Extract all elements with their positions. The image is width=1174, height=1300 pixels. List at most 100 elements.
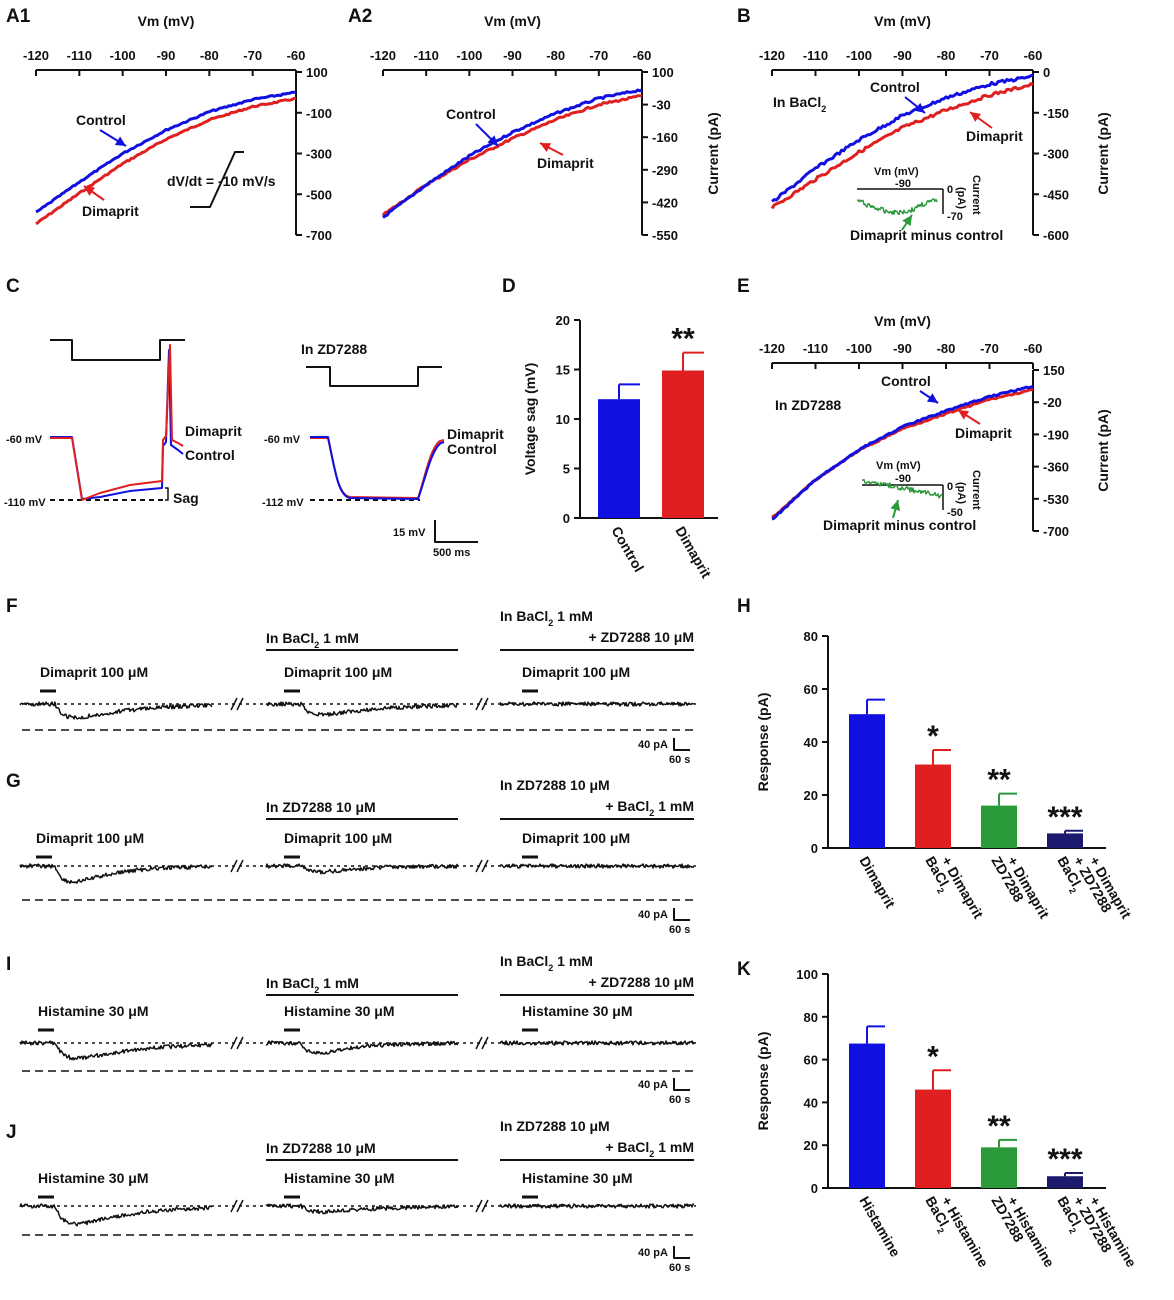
panel-F-drug-label-2: Dimaprit 100 μM bbox=[284, 664, 392, 680]
panel-G-drug-label-1: Dimaprit 100 μM bbox=[36, 830, 144, 846]
panel-B-xtick-label: -60 bbox=[1024, 48, 1043, 63]
panel-D-ytick-label: 5 bbox=[563, 462, 570, 477]
panel-A1-control-arrow-head bbox=[114, 136, 126, 146]
panel-J-scale-i-label: 40 pA bbox=[638, 1247, 668, 1259]
panel-A1-ytick-label: -700 bbox=[306, 228, 332, 243]
panel-I-axis-break-2a bbox=[475, 1036, 483, 1050]
panel-H-ytick-label: 0 bbox=[811, 841, 818, 856]
panel-D-category-label: Dimaprit bbox=[672, 524, 714, 581]
panel-C-right-protocol bbox=[306, 366, 442, 387]
panel-K-bar bbox=[1047, 1176, 1083, 1188]
panel-E-ylabel: Current (pA) bbox=[1095, 409, 1111, 491]
panel-E-inset-caption: Dimaprit minus control bbox=[823, 517, 976, 533]
panel-A2-ytick-label: -550 bbox=[652, 228, 678, 243]
panel-B-xtick-label: -80 bbox=[937, 48, 956, 63]
panel-I-condition-3a: In BaCl2 1 mM bbox=[500, 953, 593, 973]
panel-J-drug-label-3: Histamine 30 μM bbox=[522, 1170, 633, 1186]
panel-J-condition-3b: + BaCl2 1 mM bbox=[605, 1139, 694, 1159]
panel-I-current-trace-1 bbox=[19, 1040, 213, 1061]
panel-K-bar bbox=[981, 1147, 1017, 1188]
panel-I-letter: I bbox=[6, 954, 11, 975]
panel-E-xtick-label: -90 bbox=[893, 341, 912, 356]
panel-A2-xtick-label: -100 bbox=[456, 48, 482, 63]
panel-H-bar bbox=[981, 805, 1017, 848]
panel-K-ylabel: Response (pA) bbox=[755, 1032, 771, 1131]
panel-B-inset-caption: Dimaprit minus control bbox=[850, 227, 1003, 243]
panel-A2-xtick-label: -70 bbox=[589, 48, 608, 63]
panel-H-bar bbox=[849, 714, 885, 848]
panel-J-letter: J bbox=[6, 1122, 17, 1143]
panel-F-drug-label-1: Dimaprit 100 μM bbox=[40, 664, 148, 680]
panel-E-ytick-label: -700 bbox=[1043, 524, 1069, 539]
panel-H-bar bbox=[915, 764, 951, 848]
panel-J-scale-t-label: 60 s bbox=[669, 1262, 690, 1274]
panel-A1-ytick-label: -300 bbox=[306, 147, 332, 162]
panel-A2-ytick-label: -160 bbox=[652, 130, 678, 145]
panel-B-xtick-label: -120 bbox=[759, 48, 785, 63]
panel-B-ytick-label: -450 bbox=[1043, 187, 1069, 202]
panel-I-drug-label-1: Histamine 30 μM bbox=[38, 1003, 149, 1019]
panel-C-scale-bar bbox=[434, 520, 478, 543]
panel-H-ytick-label: 60 bbox=[804, 682, 818, 697]
panel-F-axis-break-2a bbox=[475, 697, 483, 711]
panel-B-inset-ylabel: Current bbox=[970, 175, 982, 215]
panel-J-drug-label-2: Histamine 30 μM bbox=[284, 1170, 395, 1186]
panel-A2-xtick-label: -60 bbox=[633, 48, 652, 63]
panel-F-scale-bar bbox=[673, 738, 690, 751]
panel-G-axis-break-1b bbox=[236, 859, 244, 873]
panel-C-right-dimaprit-label: Dimaprit bbox=[447, 426, 504, 442]
panel-B-ytick-label: -600 bbox=[1043, 228, 1069, 243]
panel-F-drug-label-3: Dimaprit 100 μM bbox=[522, 664, 630, 680]
panel-A1-xtick-label: -90 bbox=[157, 48, 176, 63]
panel-A1-xtick-label: -100 bbox=[110, 48, 136, 63]
panel-C-condition-label: In ZD7288 bbox=[301, 341, 367, 357]
panel-H-significance: *** bbox=[1047, 801, 1082, 834]
panel-I-condition-3b: + ZD7288 10 μM bbox=[589, 974, 694, 990]
panel-A1-xtick-label: -120 bbox=[23, 48, 49, 63]
panel-A1-xtick-label: -60 bbox=[287, 48, 306, 63]
panel-K-category-label: Histamine bbox=[856, 1194, 903, 1260]
panel-E-xtick-label: -110 bbox=[803, 341, 828, 356]
panel-G-scale-bar bbox=[673, 908, 690, 921]
panel-I-scale-bar bbox=[673, 1078, 690, 1091]
panel-K-ytick-label: 60 bbox=[804, 1053, 818, 1068]
panel-B-xtick-label: -70 bbox=[980, 48, 999, 63]
panel-G-drug-label-3: Dimaprit 100 μM bbox=[522, 830, 630, 846]
panel-E-inset-ybot: -50 bbox=[947, 507, 963, 519]
panel-A2-ytick-label: 100 bbox=[652, 65, 674, 80]
panel-F-current-trace-2 bbox=[265, 701, 459, 717]
panel-E-inset-ylabel: Current bbox=[970, 470, 982, 510]
panel-A2-ytick-label: -30 bbox=[652, 98, 671, 113]
panel-G-condition-2: In ZD7288 10 μM bbox=[266, 799, 376, 815]
panel-E-inset-yunit: (pA) bbox=[955, 482, 967, 504]
panel-I-scale-i-label: 40 pA bbox=[638, 1079, 668, 1091]
panel-B-letter: B bbox=[737, 6, 751, 27]
panel-B-ylabel: Current (pA) bbox=[1095, 112, 1111, 194]
panel-D-category-label: Control bbox=[608, 524, 647, 575]
panel-F-letter: F bbox=[6, 596, 18, 617]
panel-B-inset-ytop: 0 bbox=[947, 184, 953, 196]
panel-H-category-label: Dimaprit bbox=[856, 854, 898, 911]
panel-G-current-trace-3 bbox=[499, 863, 695, 869]
panel-C-sag-label: Sag bbox=[173, 490, 199, 506]
panel-C-right-v2: -112 mV bbox=[262, 497, 304, 509]
panel-J-condition-3a: In ZD7288 10 μM bbox=[500, 1118, 610, 1134]
panel-H-category-label: + Dimaprit bbox=[938, 854, 986, 922]
panel-A1-dimaprit-label: Dimaprit bbox=[82, 203, 139, 219]
panel-I-axis-break-2b bbox=[481, 1036, 489, 1050]
panel-E-xtick-label: -70 bbox=[980, 341, 999, 356]
panel-K-ytick-label: 20 bbox=[804, 1138, 818, 1153]
panel-D-bar bbox=[662, 370, 704, 518]
panel-C-left-dimaprit-trace bbox=[50, 344, 184, 501]
panel-D-letter: D bbox=[502, 276, 516, 297]
panel-G-current-trace-2 bbox=[265, 863, 459, 875]
panel-B-inset-difference-trace bbox=[856, 198, 938, 216]
panel-G-letter: G bbox=[6, 771, 21, 792]
panel-A1-xtick-label: -70 bbox=[243, 48, 262, 63]
panel-G-drug-label-2: Dimaprit 100 μM bbox=[284, 830, 392, 846]
panel-A1-ytick-label: -100 bbox=[306, 106, 332, 121]
panel-J-axis-break-2b bbox=[481, 1199, 489, 1213]
panel-F-axis-break-1a bbox=[230, 697, 238, 711]
panel-K-ytick-label: 0 bbox=[811, 1181, 818, 1196]
panel-A1-ramp-icon bbox=[190, 151, 244, 208]
